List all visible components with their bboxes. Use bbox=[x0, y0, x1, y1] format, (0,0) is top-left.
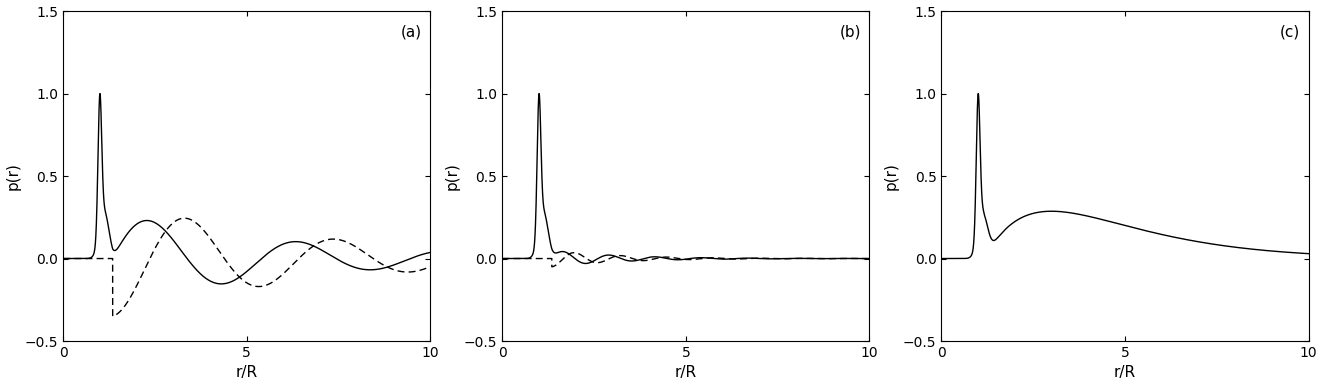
Y-axis label: p(r): p(r) bbox=[445, 162, 459, 190]
Text: (a): (a) bbox=[401, 24, 422, 39]
X-axis label: r/R: r/R bbox=[675, 366, 697, 381]
Text: (b): (b) bbox=[840, 24, 861, 39]
X-axis label: r/R: r/R bbox=[1114, 366, 1136, 381]
Text: (c): (c) bbox=[1279, 24, 1299, 39]
Y-axis label: p(r): p(r) bbox=[5, 162, 21, 190]
Y-axis label: p(r): p(r) bbox=[884, 162, 898, 190]
X-axis label: r/R: r/R bbox=[235, 366, 258, 381]
